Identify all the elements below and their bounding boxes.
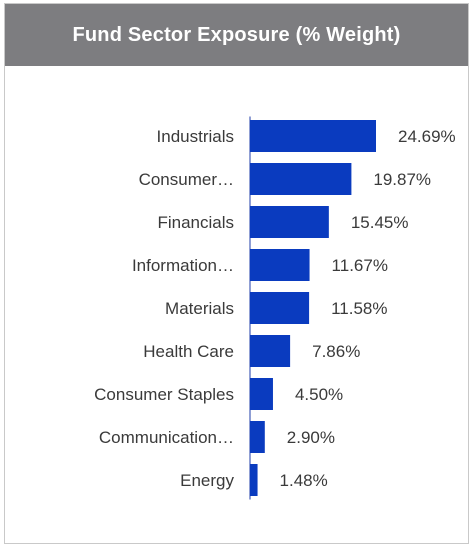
value-label: 19.87%: [373, 170, 431, 189]
bar: [250, 464, 258, 496]
value-label: 24.69%: [398, 127, 456, 146]
value-label: 2.90%: [287, 428, 335, 447]
category-label: Consumer…: [139, 170, 234, 189]
value-label: 7.86%: [312, 342, 360, 361]
category-label: Financials: [157, 213, 234, 232]
chart-title: Fund Sector Exposure (% Weight): [72, 23, 401, 46]
bar: [250, 249, 310, 281]
bar: [250, 378, 273, 410]
category-label: Energy: [180, 471, 234, 490]
category-label: Consumer Staples: [94, 385, 234, 404]
bar: [250, 421, 265, 453]
bar-chart: Industrials 24.69% Consumer… 19.87% Financia…: [94, 116, 456, 500]
bar: [250, 163, 352, 195]
value-label: 11.58%: [331, 299, 387, 318]
value-label: 4.50%: [295, 385, 343, 404]
bar: [250, 335, 291, 367]
chart-card: Fund Sector Exposure (% Weight) Industri…: [4, 3, 469, 544]
bar: [250, 120, 376, 152]
bar: [250, 206, 329, 238]
category-label: Communication…: [99, 428, 234, 447]
bar: [250, 292, 310, 324]
category-label: Information…: [132, 256, 234, 275]
value-label: 15.45%: [351, 213, 409, 232]
category-label: Materials: [165, 299, 234, 318]
chart-header: Fund Sector Exposure (% Weight): [5, 4, 468, 66]
value-label: 1.48%: [280, 471, 328, 490]
category-label: Industrials: [157, 127, 234, 146]
category-label: Health Care: [143, 342, 234, 361]
value-label: 11.67%: [332, 256, 388, 275]
